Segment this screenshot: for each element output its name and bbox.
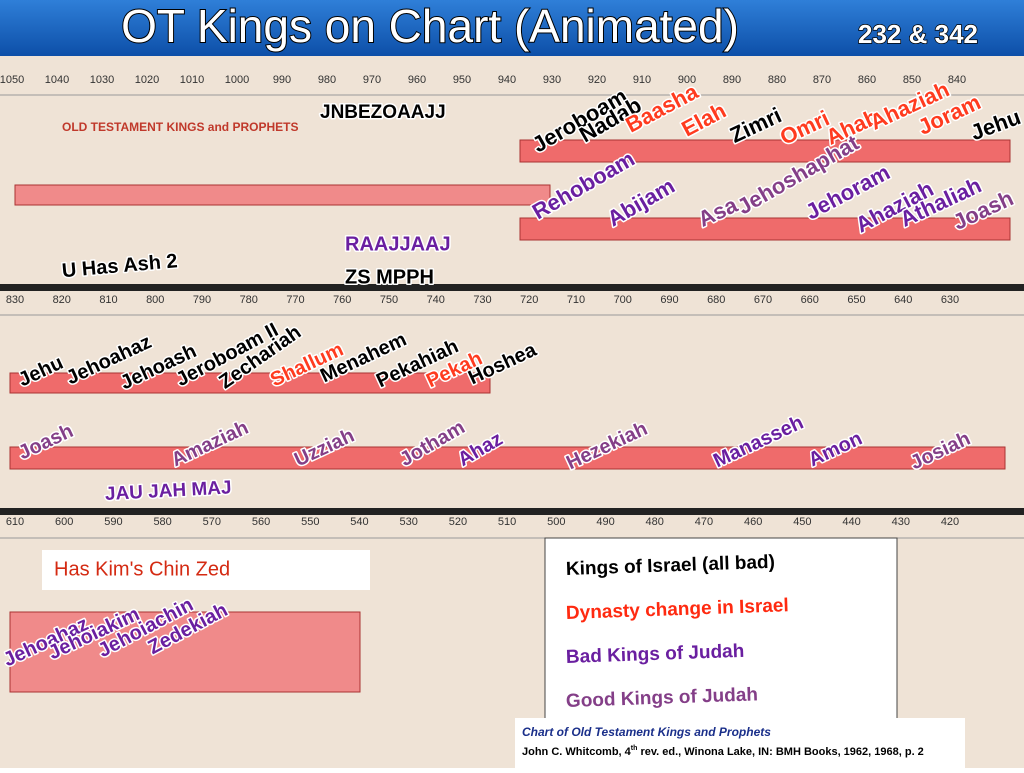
year-label: 450 [793,516,811,528]
year-label: 610 [6,516,24,528]
year-label: 880 [768,74,786,86]
year-label: 840 [948,74,966,86]
caption-title: Chart of Old Testament Kings and Prophet… [522,725,771,739]
year-label: 950 [453,74,471,86]
year-label: 570 [203,516,221,528]
slide-title: OT Kings on Chart (Animated) [121,0,739,52]
year-label: 1030 [90,74,114,86]
year-label: 800 [146,294,164,306]
year-label: 790 [193,294,211,306]
year-label: 830 [6,294,24,306]
year-label: 900 [678,74,696,86]
year-label: 430 [892,516,910,528]
chart-title: OLD TESTAMENT KINGS and PROPHETS [62,120,298,134]
citation-part: John C. Whitcomb, 4 [522,746,632,758]
year-label: 810 [99,294,117,306]
year-label: 460 [744,516,762,528]
divider [0,284,1024,291]
year-label: 760 [333,294,351,306]
year-label: 580 [153,516,171,528]
year-label: 510 [498,516,516,528]
year-label: 420 [941,516,959,528]
bar [14,184,551,206]
caption-citation: John C. Whitcomb, 4th rev. ed., Winona L… [522,745,924,758]
year-label: 490 [596,516,614,528]
year-label: 1000 [225,74,249,86]
year-label: 500 [547,516,565,528]
year-label: 1020 [135,74,159,86]
year-label: 940 [498,74,516,86]
year-label: 930 [543,74,561,86]
bar [9,611,361,693]
king-label: RAAJJAAJ [345,233,451,255]
king-label: JNBEZOAAJJ [320,102,446,123]
reference: 232 & 342 [858,19,978,49]
citation-part: rev. ed., Winona Lake, IN: BMH Books, 19… [637,746,923,758]
year-label: 660 [801,294,819,306]
year-label: 870 [813,74,831,86]
year-label: 550 [301,516,319,528]
caption-box [515,718,965,768]
year-label: 770 [286,294,304,306]
year-label: 700 [614,294,632,306]
year-label: 520 [449,516,467,528]
year-label: 850 [903,74,921,86]
timeline-bars [0,94,1024,693]
year-label: 740 [427,294,445,306]
year-label: 720 [520,294,538,306]
year-label: 630 [941,294,959,306]
year-label: 530 [400,516,418,528]
bar [519,217,1011,241]
mnemonic-box [42,550,370,590]
divider [0,508,1024,515]
bar [519,139,1011,163]
year-label: 710 [567,294,585,306]
year-label: 750 [380,294,398,306]
year-label: 650 [847,294,865,306]
year-label: 780 [240,294,258,306]
legend-box [544,537,898,727]
year-label: 690 [660,294,678,306]
year-label: 990 [273,74,291,86]
year-label: 980 [318,74,336,86]
year-label: 540 [350,516,368,528]
year-label: 730 [473,294,491,306]
citation-sup: th [631,745,638,752]
year-label: 590 [104,516,122,528]
year-label: 670 [754,294,772,306]
year-label: 970 [363,74,381,86]
year-label: 600 [55,516,73,528]
year-label: 960 [408,74,426,86]
year-label: 470 [695,516,713,528]
bar [9,372,491,394]
header-bar [0,0,1024,56]
mnemonic-text: Has Kim's Chin Zed [54,558,230,580]
year-label: 680 [707,294,725,306]
year-label: 820 [53,294,71,306]
year-label: 560 [252,516,270,528]
year-label: 480 [646,516,664,528]
year-label: 920 [588,74,606,86]
year-label: 890 [723,74,741,86]
bar [9,446,1006,470]
year-label: 640 [894,294,912,306]
year-label: 440 [842,516,860,528]
year-label: 1010 [180,74,204,86]
year-label: 860 [858,74,876,86]
year-label: 1050 [0,74,24,86]
year-label: 1040 [45,74,69,86]
king-label: ZS MPPH [345,266,434,288]
year-label: 910 [633,74,651,86]
